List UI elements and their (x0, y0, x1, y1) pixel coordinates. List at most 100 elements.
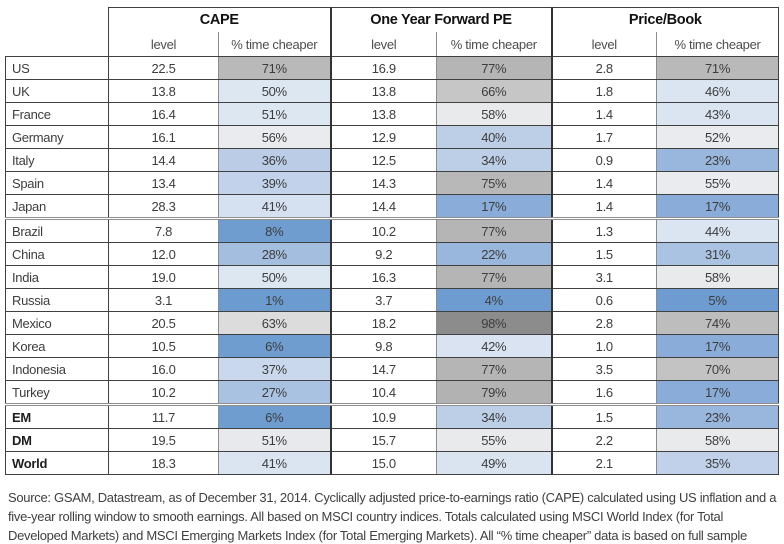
country-label: Russia (5, 288, 109, 312)
price-book-level-header: level (551, 32, 658, 57)
level-value: 0.6 (551, 288, 658, 312)
level-value: 12.5 (330, 148, 437, 172)
level-value: 16.1 (108, 125, 219, 149)
level-value: 10.2 (108, 380, 219, 405)
level-value: 10.5 (108, 334, 219, 358)
pct-time-cheaper-value: 17% (656, 194, 780, 219)
level-value: 16.3 (330, 265, 437, 289)
country-valuation-table: CAPE One Year Forward PE Price/Book leve… (5, 7, 780, 475)
table-row: Russia 3.1 1% 3.7 4% 0.6 5% (5, 288, 780, 312)
pct-time-cheaper-value: 4% (435, 288, 553, 312)
corner-blank-cell (5, 32, 109, 57)
level-value: 1.4 (551, 171, 658, 195)
pct-time-cheaper-value: 71% (656, 56, 780, 80)
pct-time-cheaper-value: 23% (656, 403, 780, 429)
cape-pct-cheaper-header: % time cheaper (218, 32, 332, 57)
pct-time-cheaper-value: 55% (656, 171, 780, 195)
pct-time-cheaper-value: 34% (435, 148, 553, 172)
level-value: 1.6 (551, 380, 658, 405)
pct-time-cheaper-value: 6% (218, 334, 332, 358)
level-value: 15.7 (330, 428, 437, 452)
table-row: UK 13.8 50% 13.8 66% 1.8 46% (5, 79, 780, 103)
pct-time-cheaper-value: 37% (218, 357, 332, 381)
pct-time-cheaper-value: 1% (218, 288, 332, 312)
level-value: 1.5 (551, 242, 658, 266)
table-row: China 12.0 28% 9.2 22% 1.5 31% (5, 242, 780, 266)
table-body: US 22.5 71% 16.9 77% 2.8 71% UK 13.8 50% 13.8 66% 1.… (5, 56, 780, 475)
table-row: Korea 10.5 6% 9.8 42% 1.0 17% (5, 334, 780, 358)
level-value: 16.0 (108, 357, 219, 381)
level-value: 1.4 (551, 194, 658, 219)
country-label: Turkey (5, 380, 109, 405)
level-value: 3.5 (551, 357, 658, 381)
level-value: 1.7 (551, 125, 658, 149)
level-value: 18.2 (330, 311, 437, 335)
level-value: 2.1 (551, 451, 658, 475)
pct-time-cheaper-value: 34% (435, 403, 553, 429)
level-value: 16.4 (108, 102, 219, 126)
country-label: India (5, 265, 109, 289)
pct-time-cheaper-value: 44% (656, 217, 780, 243)
pct-time-cheaper-value: 5% (656, 288, 780, 312)
country-label: Italy (5, 148, 109, 172)
level-value: 18.3 (108, 451, 219, 475)
pct-time-cheaper-value: 17% (656, 334, 780, 358)
pct-time-cheaper-value: 55% (435, 428, 553, 452)
country-label: US (5, 56, 109, 80)
level-value: 3.7 (330, 288, 437, 312)
level-value: 7.8 (108, 217, 219, 243)
pct-time-cheaper-value: 27% (218, 380, 332, 405)
pct-time-cheaper-value: 56% (218, 125, 332, 149)
table-header: CAPE One Year Forward PE Price/Book leve… (5, 7, 780, 57)
pct-time-cheaper-value: 17% (435, 194, 553, 219)
pct-time-cheaper-value: 51% (218, 102, 332, 126)
level-value: 10.2 (330, 217, 437, 243)
table-row: Germany 16.1 56% 12.9 40% 1.7 52% (5, 125, 780, 149)
table-row: DM 19.5 51% 15.7 55% 2.2 58% (5, 428, 780, 452)
level-value: 22.5 (108, 56, 219, 80)
pct-time-cheaper-value: 58% (435, 102, 553, 126)
table-row: Mexico 20.5 63% 18.2 98% 2.8 74% (5, 311, 780, 335)
pct-time-cheaper-value: 66% (435, 79, 553, 103)
pct-time-cheaper-value: 50% (218, 79, 332, 103)
country-label: Brazil (5, 217, 109, 243)
country-label: Germany (5, 125, 109, 149)
group-header-forward-pe: One Year Forward PE (329, 7, 553, 32)
pct-time-cheaper-value: 35% (656, 451, 780, 475)
group-header-cape: CAPE (108, 7, 332, 32)
level-value: 20.5 (108, 311, 219, 335)
level-value: 1.0 (551, 334, 658, 358)
sub-header-row: level % time cheaper level % time cheape… (5, 32, 780, 57)
pct-time-cheaper-value: 22% (435, 242, 553, 266)
level-value: 10.4 (330, 380, 437, 405)
group-header-price-book: Price/Book (551, 7, 780, 32)
level-value: 9.2 (330, 242, 437, 266)
cape-level-header: level (108, 32, 219, 57)
pct-time-cheaper-value: 51% (218, 428, 332, 452)
corner-blank-cell (5, 7, 109, 32)
source-note: Source: GSAM, Datastream, as of December… (8, 490, 777, 543)
level-value: 28.3 (108, 194, 219, 219)
country-label: Indonesia (5, 357, 109, 381)
pct-time-cheaper-value: 39% (218, 171, 332, 195)
pct-time-cheaper-value: 31% (656, 242, 780, 266)
country-label: Spain (5, 171, 109, 195)
level-value: 2.2 (551, 428, 658, 452)
pct-time-cheaper-value: 98% (435, 311, 553, 335)
price-book-pct-cheaper-header: % time cheaper (656, 32, 780, 57)
level-value: 3.1 (108, 288, 219, 312)
country-label: China (5, 242, 109, 266)
level-value: 1.5 (551, 403, 658, 429)
table-row: Brazil 7.8 8% 10.2 77% 1.3 44% (5, 217, 780, 243)
pct-time-cheaper-value: 49% (435, 451, 553, 475)
table-row: EM 11.7 6% 10.9 34% 1.5 23% (5, 403, 780, 429)
pct-time-cheaper-value: 40% (435, 125, 553, 149)
table-row: US 22.5 71% 16.9 77% 2.8 71% (5, 56, 780, 80)
country-label: UK (5, 79, 109, 103)
pct-time-cheaper-value: 6% (218, 403, 332, 429)
level-value: 2.8 (551, 311, 658, 335)
level-value: 13.8 (108, 79, 219, 103)
level-value: 2.8 (551, 56, 658, 80)
pct-time-cheaper-value: 77% (435, 56, 553, 80)
